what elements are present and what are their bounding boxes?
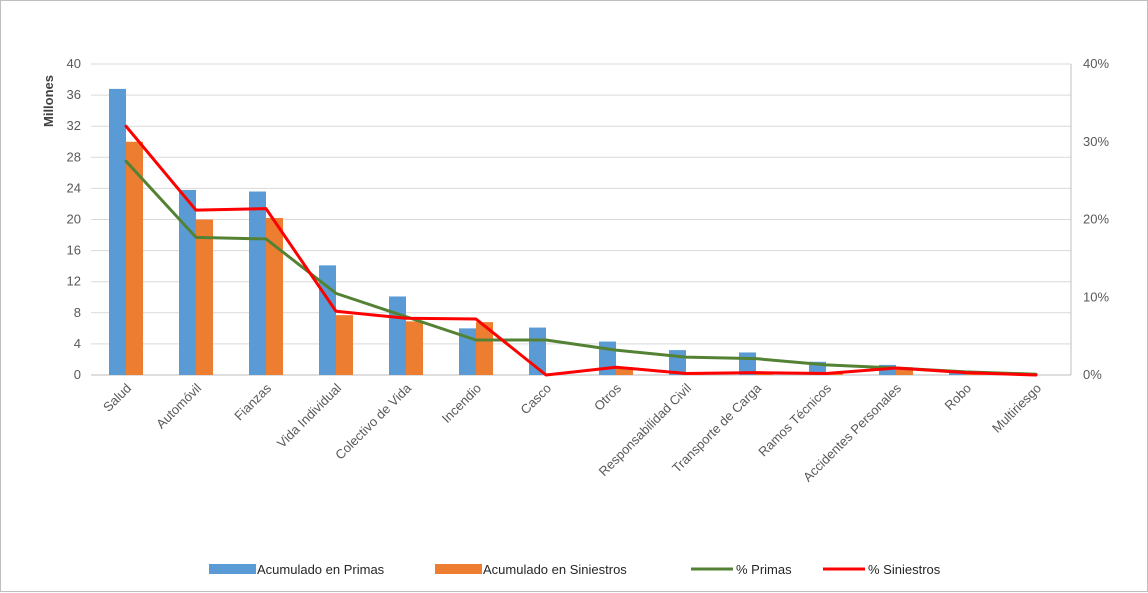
category-label: Automóvil [153,380,204,431]
bar-primas [249,191,266,375]
category-label: Ramos Técnicos [755,380,834,459]
right-axis-ticks: 0% 10% 20% 30% 40% [1083,56,1109,382]
legend-label: Acumulado en Primas [257,562,385,577]
legend-item: % Primas [691,562,792,577]
bar-primas [389,296,406,375]
legend: Acumulado en Primas Acumulado en Siniestr… [209,562,941,577]
y-tick-label: 8 [74,305,81,320]
legend-item: Acumulado en Siniestros [435,562,627,577]
bar-primas [109,88,126,375]
y-tick-label: 16 [67,243,81,258]
bar-siniestros [126,141,143,375]
y-tick-label: 24 [67,180,81,195]
y-tick-label: 40 [67,56,81,71]
legend-label: % Siniestros [868,562,941,577]
y-tick-label: 28 [67,149,81,164]
legend-item: % Siniestros [823,562,941,577]
bar-siniestros [896,367,913,375]
category-label: Incendio [439,381,484,426]
legend-item: Acumulado en Primas [209,562,385,577]
category-label: Salud [100,381,134,415]
bar-siniestros [476,322,493,375]
bars [109,88,1036,375]
category-label: Colectivo de Vida [332,380,415,463]
series-lines [124,124,1038,377]
y2-tick-label: 20% [1083,212,1109,227]
grid-lines [91,63,1072,376]
category-labels: Salud Automóvil Fianzas Vida IndividualCole… [100,380,1044,485]
y2-tick-label: 30% [1083,134,1109,149]
y-axis-title: Millones [41,75,56,127]
line-siniestros [124,124,1038,377]
bar-siniestros [266,217,283,375]
category-label: Multiriesgo [989,381,1044,436]
y-tick-label: 36 [67,87,81,102]
bar-siniestros [336,315,353,375]
left-axis-ticks: 0 4 8 12 16 20 24 28 32 36 40 [67,56,81,382]
y2-tick-label: 40% [1083,56,1109,71]
y2-tick-label: 10% [1083,289,1109,304]
category-label: Robo [942,381,975,414]
y-tick-label: 20 [67,212,81,227]
y-tick-label: 12 [67,274,81,289]
category-label: Casco [517,381,554,418]
y-tick-label: 4 [74,336,81,351]
legend-swatch [209,564,256,574]
bar-primas [179,189,196,375]
category-label: Fianzas [231,380,274,423]
category-label: Vida Individual [274,380,344,450]
bar-siniestros [616,367,633,375]
bar-siniestros [406,321,423,375]
legend-swatch [435,564,482,574]
y-tick-label: 0 [74,367,81,382]
y2-tick-label: 0% [1083,367,1102,382]
bar-siniestros [196,219,213,375]
y-tick-label: 32 [67,118,81,133]
category-label: Otros [591,380,624,413]
legend-label: Acumulado en Siniestros [483,562,627,577]
legend-label: % Primas [736,562,792,577]
